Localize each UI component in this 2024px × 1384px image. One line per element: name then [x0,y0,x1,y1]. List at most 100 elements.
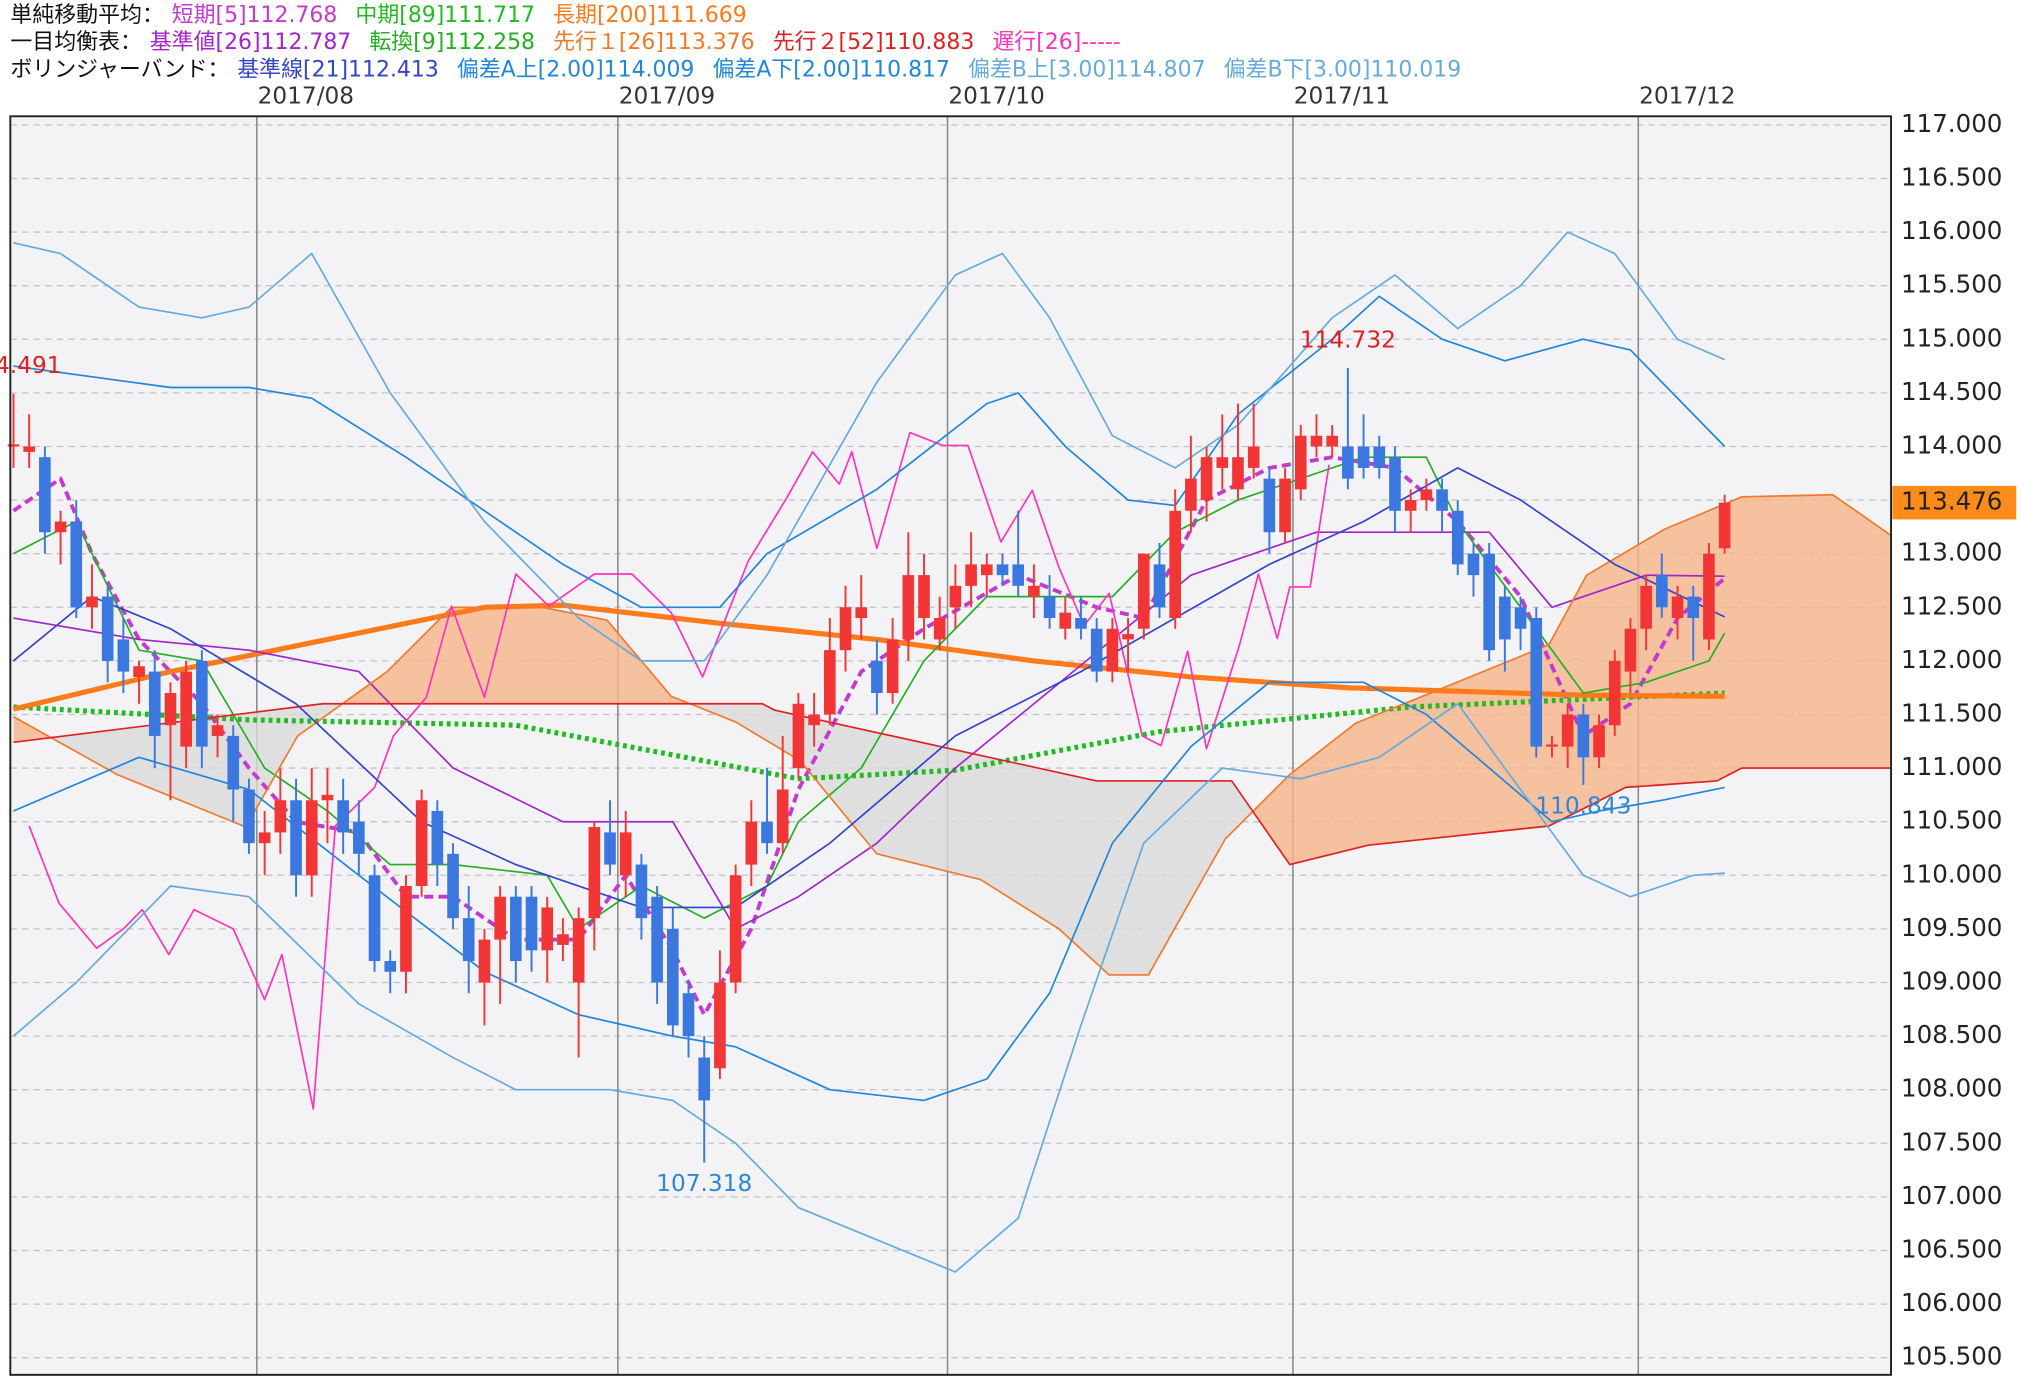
legend-row: ボリンジャーバンド： 基準線[21]112.413 偏差A上[2.00]114.00… [10,57,1461,82]
indicator-line [13,493,1892,976]
candle-body [588,827,601,919]
candle-body [1106,628,1119,672]
candle-body [1090,628,1103,672]
indicator-line [12,702,1725,1273]
candle-body [274,800,287,833]
candle-body [1137,553,1150,629]
candle-body [180,671,192,747]
candle-body [1436,489,1448,511]
candle-body [1420,489,1433,501]
candle-body [1310,435,1323,447]
indicator-line [12,467,1726,909]
candle-body [1122,634,1134,640]
candle-body [1043,596,1056,618]
indicator-line [13,295,1726,609]
x-tick-label: 2017/11 [1294,82,1390,109]
candle-body [1514,607,1527,629]
x-tick-label: 2017/09 [619,82,715,109]
legend-row: 単純移動平均： 短期[5]112.768 中期[89]111.717 長期[200]1… [10,3,746,28]
candle-body [1593,725,1605,758]
candle-body [761,821,773,844]
candle-body [1530,617,1543,747]
legend-row: 一目均衡表： 基準値[26]112.787 転換[9]112.258 先行１[26]1… [10,30,1121,55]
candle-body [305,800,318,876]
last-price-box [1892,485,2017,520]
indicator-line [13,531,1725,930]
candle-body [1357,446,1370,468]
candle-body [1028,585,1040,597]
candle-body [353,821,365,854]
price-annotation: 107.318 [656,1170,752,1197]
candle-body [1483,553,1495,651]
candle-body [23,446,35,452]
y-tick-label: 111.000 [1901,752,2002,781]
candle-body [604,832,616,865]
candle-body [1656,575,1668,608]
candle-body [1075,617,1087,629]
candle-body [1687,596,1700,618]
candle-body [258,832,271,844]
candle-body [1216,457,1229,468]
y-tick-label: 109.000 [1901,966,2002,995]
y-tick-label: 117.000 [1901,109,2002,138]
y-tick-label: 113.000 [1901,538,2002,567]
candle-body [1200,457,1213,501]
candle-body [164,693,177,726]
candle-body [1451,510,1464,565]
indicator-line [13,681,1725,1102]
candle-body [855,607,868,618]
candles [7,368,1731,1163]
candle-body [400,886,412,972]
candle-body [101,596,114,661]
axis: 105.500 106.000 106.500 107.000 107.500 108.0… [0,82,2017,1371]
indicator-line [28,431,1330,1110]
candle-body [572,918,585,983]
header: 単純移動平均： 短期[5]112.768 中期[89]111.717 長期[200]1… [10,3,1461,82]
candle-body [651,896,663,983]
candle-body [871,660,883,694]
legend-entry: 先行１[26]113.376 [553,30,755,55]
legend-entry: 先行２[52]110.883 [773,30,975,55]
candle-body [1404,500,1417,511]
candle-body [117,639,130,672]
candle-body [1279,478,1291,533]
candle-body [682,993,695,1037]
candle-body [1185,478,1197,511]
plot-border [9,115,1893,1376]
candle-body [619,832,632,876]
cloud [13,494,1892,975]
candle-body [196,660,208,747]
candle-body [447,853,459,919]
candle-body [133,666,145,677]
candle-body [478,939,491,983]
y-tick-label: 106.000 [1901,1288,2002,1317]
y-tick-label: 116.000 [1901,216,2002,245]
candle-body [745,821,758,865]
y-tick-label: 115.500 [1901,270,2002,299]
candle-body [698,1057,711,1101]
y-tick-label: 107.000 [1901,1181,2002,1210]
candle-body [823,650,836,715]
candle-body [415,800,428,887]
candle-body [776,789,789,844]
legend-entry: 偏差A上[2.00]114.009 [457,57,695,82]
candle-body [211,725,224,736]
y-tick-label: 107.500 [1901,1127,2002,1156]
candle-body [70,521,83,608]
candle-body [557,934,569,945]
legend-entry: 転換[9]112.258 [369,30,535,55]
candle-body [321,794,334,801]
candle-body [965,564,977,586]
candle-body [1499,596,1511,640]
indicator-line [12,602,1725,712]
candle-body [494,896,506,940]
candle-body [368,875,381,962]
y-tick-label: 114.500 [1901,377,2002,406]
candle-body [462,918,475,962]
candle-body [1671,596,1684,618]
y-tick-label: 106.500 [1901,1234,2002,1263]
y-tick-label: 114.000 [1901,430,2002,459]
indicator-lines [12,231,1892,1273]
candle-body [1263,478,1276,533]
